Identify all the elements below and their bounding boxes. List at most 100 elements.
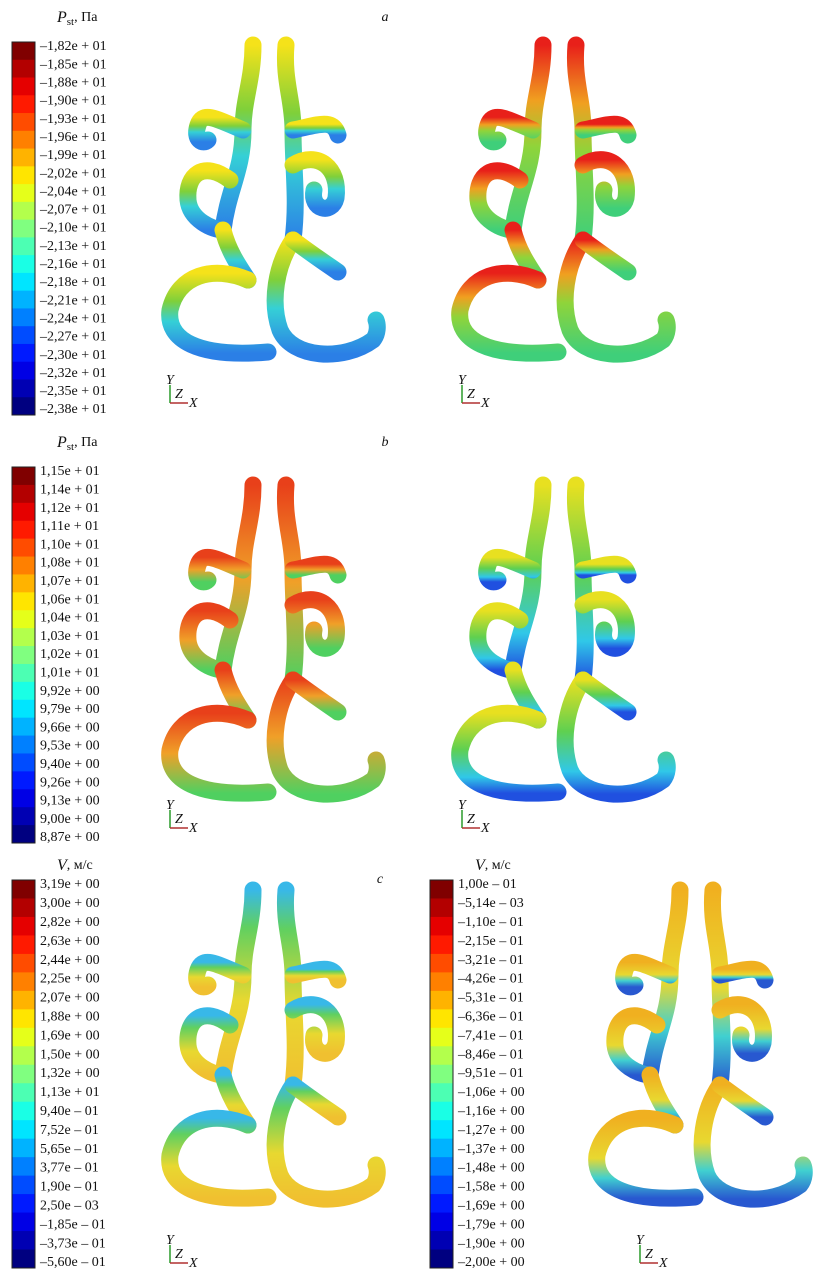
colorbar-cell <box>12 166 35 185</box>
colorbar-label: –1,85e + 01 <box>39 57 107 72</box>
colorbar-label: 9,00e + 00 <box>40 812 100 827</box>
colorbar-cell <box>12 935 35 955</box>
colorbar-cell <box>12 484 35 504</box>
colorbar-label: 1,10e + 01 <box>40 537 100 552</box>
colorbar-cell <box>12 219 35 238</box>
colorbar-label: –2,04e + 01 <box>39 184 107 199</box>
colorbar-cell <box>430 1101 453 1121</box>
colorbar-label: 1,88e + 00 <box>40 1010 100 1025</box>
colorbar-label: –1,37e + 00 <box>457 1142 525 1157</box>
plot-shape <box>170 45 378 354</box>
colorbar-label: –5,14e – 03 <box>457 896 524 911</box>
colorbar-label: –2,18e + 01 <box>39 275 107 290</box>
colorbar-cell <box>430 1120 453 1140</box>
colorbar-label: –1,58e + 00 <box>457 1180 525 1195</box>
colorbar-cell <box>12 1212 35 1232</box>
colorbar-cell <box>12 326 35 345</box>
axis-z-label: Z <box>467 387 475 402</box>
axis-x-label: X <box>188 396 198 411</box>
colorbar-cell <box>12 184 35 203</box>
axis-x-label: X <box>188 821 198 836</box>
colorbar-label: –1,99e + 01 <box>39 148 107 163</box>
colorbar-cell <box>12 130 35 150</box>
colorbar-label: 1,15e + 01 <box>40 464 100 479</box>
colorbar-label: –2,15e – 01 <box>457 934 524 949</box>
colorbar-cell <box>12 77 35 96</box>
colorbar-label: 9,40e + 00 <box>40 757 100 772</box>
colorbar-label: –1,10e – 01 <box>457 915 524 930</box>
colorbar-label: 1,50e + 00 <box>40 1047 100 1062</box>
axis-x-label: X <box>188 1256 198 1271</box>
colorbar-cell <box>12 807 35 826</box>
plot-shape <box>460 485 668 794</box>
colorbar-label: –1,16e + 00 <box>457 1104 525 1119</box>
colorbar-label: –2,38e + 01 <box>39 402 107 417</box>
title-symbol: V <box>57 857 69 874</box>
colorbar-cell <box>12 397 35 416</box>
colorbar-cell <box>12 113 35 132</box>
colorbar-label: 1,04e + 01 <box>40 611 100 626</box>
axis-x-label: X <box>658 1256 668 1271</box>
colorbar-cell <box>12 646 35 665</box>
colorbar-label: –1,79e + 00 <box>457 1217 525 1232</box>
colorbar-label: –1,82e + 01 <box>39 39 107 54</box>
axis-y-label: Y <box>166 798 176 813</box>
axis-y-label: Y <box>636 1233 646 1248</box>
colorbar-cell <box>12 290 35 309</box>
colorbar-label: –4,26e – 01 <box>457 972 524 987</box>
colorbar-label: 1,08e + 01 <box>40 556 100 571</box>
colorbar-label: –1,06e + 00 <box>457 1085 525 1100</box>
colorbar-cell <box>12 1009 35 1029</box>
plot-shape <box>170 485 378 794</box>
axis-y-label: Y <box>166 1233 176 1248</box>
colorbar-cell <box>12 95 35 114</box>
colorbar-cell <box>430 898 453 918</box>
colorbar-label: 2,44e + 00 <box>40 953 100 968</box>
colorbar-cell <box>430 916 453 936</box>
colorbar-cell <box>12 825 35 844</box>
colorbar-cell <box>12 1027 35 1047</box>
colorbar-label: –2,13e + 01 <box>39 239 107 254</box>
colorbar-label: –1,27e + 00 <box>457 1123 525 1138</box>
colorbar-cell <box>12 916 35 936</box>
colorbar-frame <box>11 466 36 844</box>
colorbar-label: –7,41e – 01 <box>457 1028 524 1043</box>
colorbar-label: –2,32e + 01 <box>39 366 107 381</box>
colorbar-label: 2,07e + 00 <box>40 991 100 1006</box>
panel-letter: a <box>382 10 389 25</box>
title-subscript: st <box>67 441 74 453</box>
title-symbol: V <box>475 857 487 874</box>
colorbar-frame <box>429 879 454 1269</box>
colorbar-cell <box>12 1046 35 1066</box>
colorbar-label: 1,69e + 00 <box>40 1028 100 1043</box>
colorbar-label: –1,90e + 01 <box>39 94 107 109</box>
colorbar-cell <box>12 1231 35 1251</box>
colorbar-cell <box>12 753 35 772</box>
colorbar-cell <box>430 1175 453 1195</box>
colorbar-cell <box>12 255 35 274</box>
colorbar-label: 1,00e – 01 <box>458 877 517 892</box>
colorbar-label: –3,21e – 01 <box>457 953 524 968</box>
colorbar-label: –3,73e – 01 <box>39 1236 106 1251</box>
colorbar-cell <box>12 771 35 790</box>
colorbar-cell <box>12 1064 35 1084</box>
axis-z-label: Z <box>645 1247 653 1262</box>
colorbar-cell <box>12 556 35 575</box>
colorbar-cell <box>12 361 35 380</box>
colorbar-label: –1,96e + 01 <box>39 130 107 145</box>
colorbar-cell <box>12 148 35 167</box>
colorbar-label: –9,51e – 01 <box>457 1066 524 1081</box>
colorbar-cell <box>12 1138 35 1158</box>
colorbar-cell <box>12 681 35 701</box>
colorbar-cell <box>430 990 453 1010</box>
colorbar-label: 9,26e + 00 <box>40 775 100 790</box>
colorbar-cell <box>12 990 35 1010</box>
colorbar-label: 1,01e + 01 <box>40 666 100 681</box>
colorbar-label: –8,46e – 01 <box>457 1047 524 1062</box>
colorbar-cell <box>12 953 35 973</box>
colorbar-label: –1,48e + 00 <box>457 1161 525 1176</box>
axis-x-label: X <box>480 821 490 836</box>
colorbar-label: 9,79e + 00 <box>40 702 100 717</box>
colorbar-cell <box>430 880 453 899</box>
